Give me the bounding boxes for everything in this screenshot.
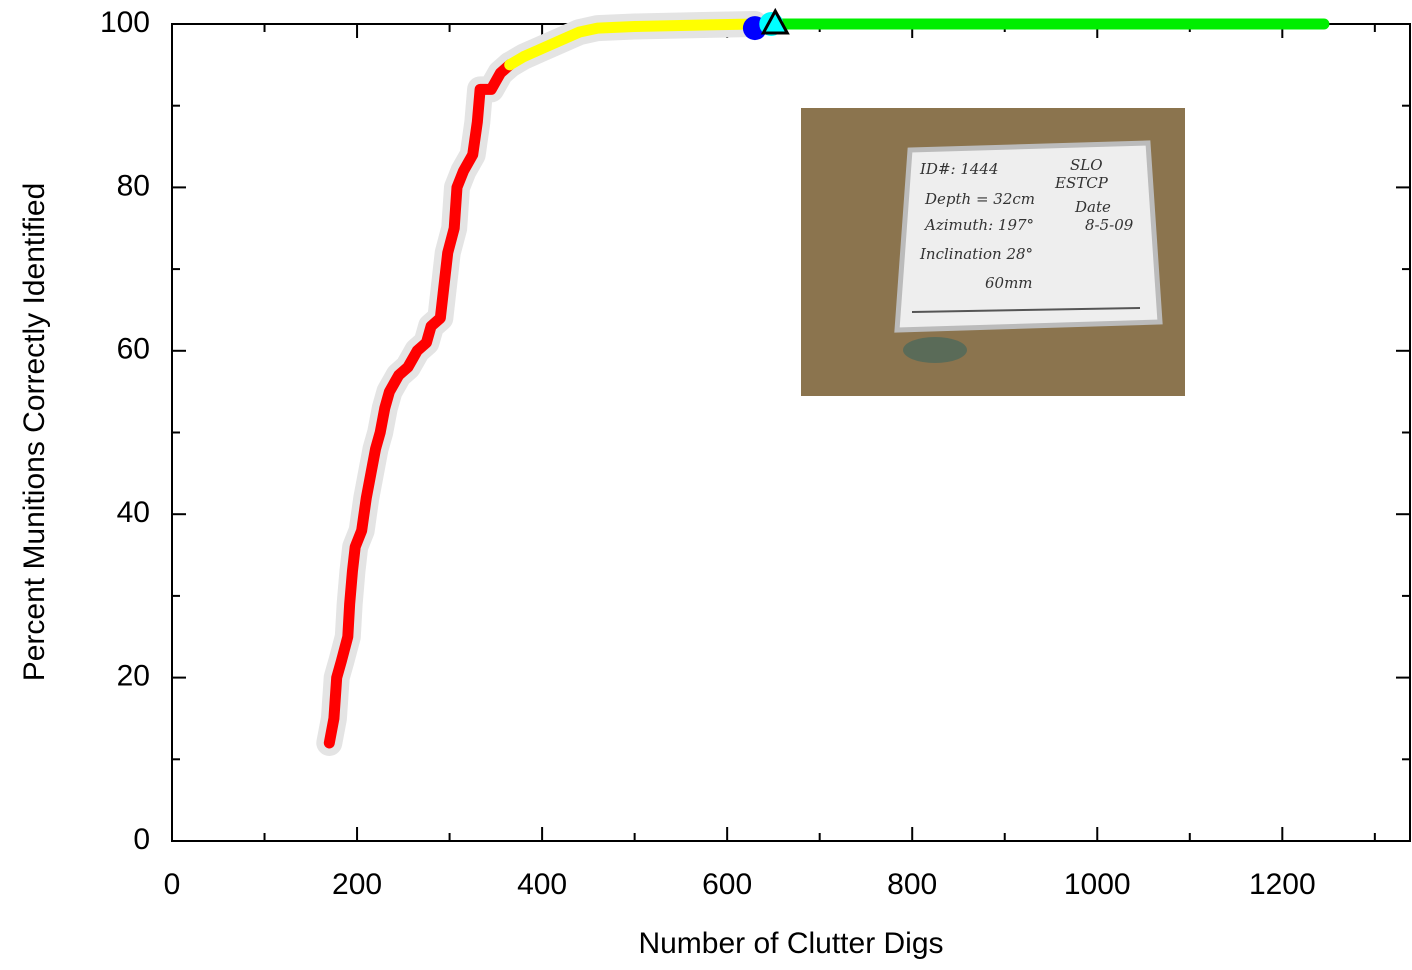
y-axis-label: Percent Munitions Correctly Identified [18,183,51,682]
marker [760,7,790,35]
x-tick-label: 600 [702,868,752,901]
y-tick-label: 20 [117,660,150,693]
x-tick-label: 400 [517,868,567,901]
photo-text: Date [1074,198,1111,216]
y-tick-label: 100 [100,6,150,39]
photo-text: ID#: 1444 [919,160,999,178]
photo-text: SLO [1070,156,1103,174]
x-tick-label: 1200 [1249,868,1316,901]
photo-text: Azimuth: 197° [923,216,1034,234]
y-tick-label: 60 [117,333,150,366]
y-tick-label: 0 [133,823,150,856]
y-tick-label: 80 [117,169,150,202]
uncertainty-band [316,51,523,756]
series-line [323,59,516,749]
photo-text: Depth = 32cm [924,190,1035,208]
photo-text: 60mm [985,274,1033,292]
x-tick-label: 200 [332,868,382,901]
plot-frame [171,23,1411,842]
x-axis-label: Number of Clutter Digs [638,927,943,960]
inset-photo: ID#: 1444 SLO ESTCP Depth = 32cm Date Az… [801,108,1185,396]
munition [903,337,967,363]
photo-text: 8-5-09 [1085,216,1134,234]
x-tick-label: 1000 [1064,868,1131,901]
ruler [911,307,1141,313]
x-tick-label: 800 [887,868,937,901]
whiteboard [894,140,1163,333]
x-tick-label: 0 [164,868,181,901]
photo-text: ESTCP [1054,174,1109,192]
series-line [504,18,761,71]
plot: 0 200 400 600 800 1000 1200 0 20 40 60 80 100 [100,6,1411,901]
photo-text: Inclination 28° [919,245,1033,263]
y-tick-label: 40 [117,496,150,529]
